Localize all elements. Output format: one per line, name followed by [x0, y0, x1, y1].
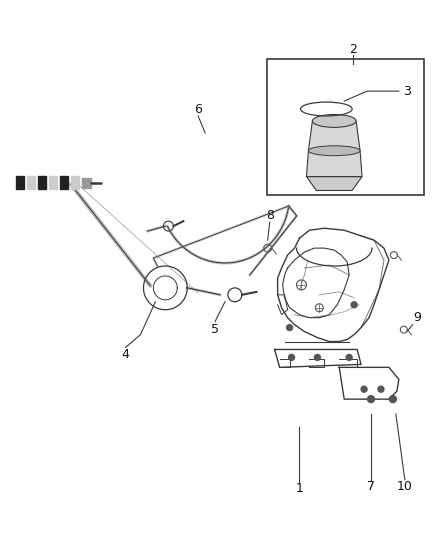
Circle shape [346, 354, 352, 360]
Text: 3: 3 [403, 85, 411, 98]
Circle shape [314, 354, 320, 360]
Circle shape [361, 386, 367, 392]
Polygon shape [307, 176, 362, 190]
Polygon shape [60, 175, 68, 190]
Polygon shape [71, 175, 79, 190]
Circle shape [367, 395, 374, 402]
Text: 8: 8 [266, 209, 274, 222]
Ellipse shape [312, 115, 356, 127]
Polygon shape [82, 177, 91, 188]
Polygon shape [49, 175, 57, 190]
Text: 9: 9 [413, 311, 420, 324]
Circle shape [378, 386, 384, 392]
Polygon shape [16, 175, 24, 190]
Text: 4: 4 [122, 348, 130, 361]
Text: 5: 5 [211, 323, 219, 336]
Text: 1: 1 [296, 482, 304, 495]
Polygon shape [38, 175, 46, 190]
Ellipse shape [308, 146, 360, 156]
Circle shape [389, 395, 396, 402]
Text: 6: 6 [194, 102, 202, 116]
Polygon shape [27, 175, 35, 190]
Polygon shape [307, 121, 362, 176]
Circle shape [351, 302, 357, 308]
Text: 7: 7 [367, 480, 375, 493]
Circle shape [289, 354, 294, 360]
Text: 10: 10 [397, 480, 413, 493]
Text: 2: 2 [349, 43, 357, 56]
Bar [267, 59, 424, 196]
Circle shape [286, 325, 293, 330]
